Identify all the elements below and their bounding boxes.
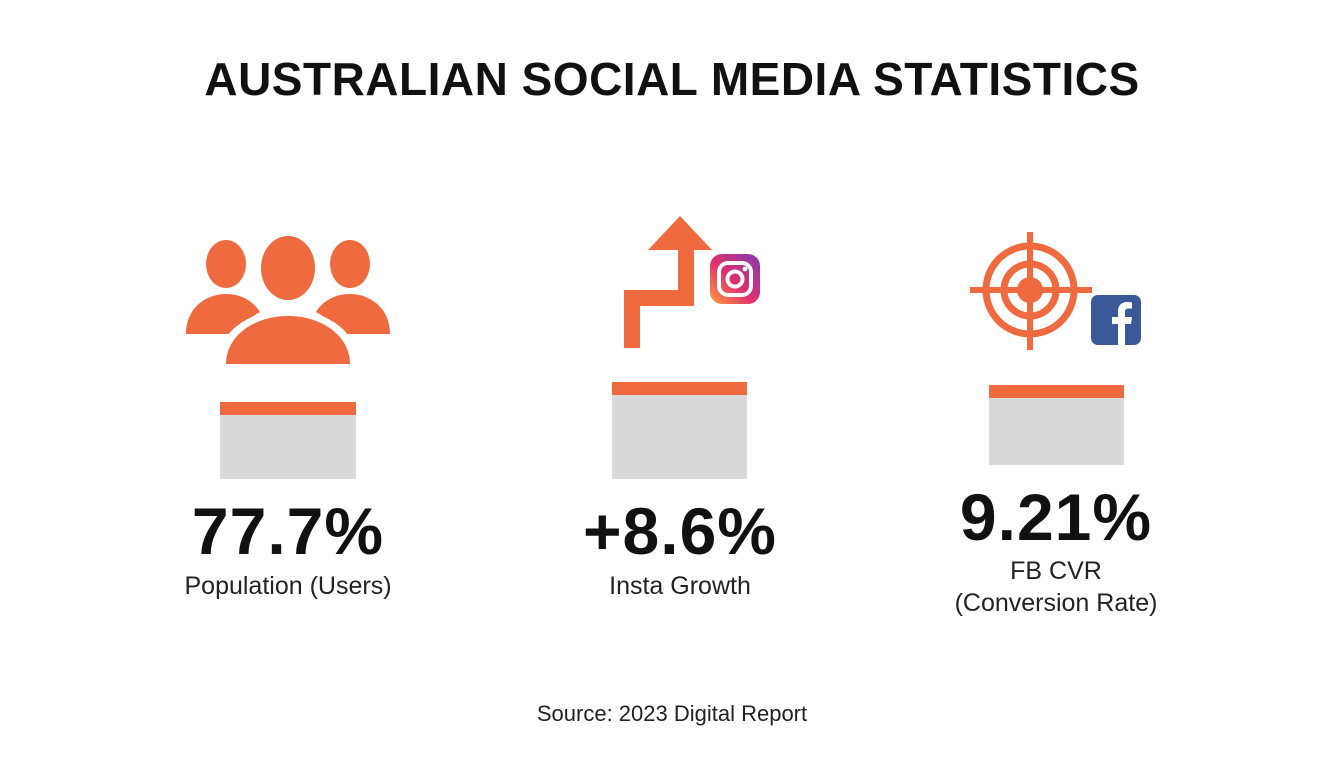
page-title: AUSTRALIAN SOCIAL MEDIA STATISTICS	[204, 53, 1140, 105]
stat-label-growth: Insta Growth	[522, 570, 838, 602]
growth-arrow-icon	[620, 214, 716, 350]
stat-value-conversion: 9.21%	[959, 480, 1153, 554]
stat-label-line: (Conversion Rate)	[954, 589, 1158, 617]
stat-label-line: Insta Growth	[609, 572, 751, 600]
facebook-icon	[1091, 295, 1141, 345]
target-icon	[970, 232, 1094, 352]
users-group-icon	[184, 230, 392, 366]
instagram-icon	[710, 254, 760, 304]
stat-label-users: Population (Users)	[130, 570, 446, 602]
stat-bar-accent	[989, 385, 1124, 398]
stat-bar-users	[220, 402, 356, 479]
stat-value-users: 77.7%	[191, 494, 385, 568]
stat-label-line: Population (Users)	[184, 572, 392, 600]
stat-bar-growth	[612, 382, 747, 479]
stat-label-line: FB CVR	[1010, 557, 1102, 585]
stat-bar-accent	[220, 402, 356, 415]
stat-bar-conversion	[989, 385, 1124, 465]
stat-bar-accent	[612, 382, 747, 395]
stat-value-growth: +8.6%	[583, 494, 777, 568]
source-note: Source: 2023 Digital Report	[536, 701, 808, 726]
stat-label-conversion: FB CVR (Conversion Rate)	[898, 555, 1214, 619]
